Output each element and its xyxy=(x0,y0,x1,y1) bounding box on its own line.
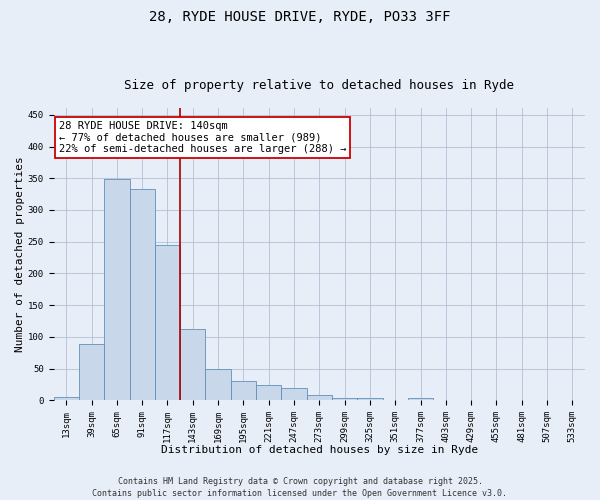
Text: Contains HM Land Registry data © Crown copyright and database right 2025.
Contai: Contains HM Land Registry data © Crown c… xyxy=(92,476,508,498)
Bar xyxy=(281,388,307,400)
Bar xyxy=(130,189,155,400)
Bar xyxy=(104,180,130,400)
Bar xyxy=(357,398,383,400)
Bar xyxy=(79,344,104,400)
Y-axis label: Number of detached properties: Number of detached properties xyxy=(15,156,25,352)
Bar xyxy=(332,398,357,400)
Title: Size of property relative to detached houses in Ryde: Size of property relative to detached ho… xyxy=(124,79,514,92)
X-axis label: Distribution of detached houses by size in Ryde: Distribution of detached houses by size … xyxy=(161,445,478,455)
Bar xyxy=(231,381,256,400)
Bar xyxy=(408,398,433,400)
Bar xyxy=(180,329,205,400)
Bar xyxy=(53,397,79,400)
Bar xyxy=(205,369,231,400)
Bar xyxy=(155,245,180,400)
Text: 28 RYDE HOUSE DRIVE: 140sqm
← 77% of detached houses are smaller (989)
22% of se: 28 RYDE HOUSE DRIVE: 140sqm ← 77% of det… xyxy=(59,121,346,154)
Bar xyxy=(256,385,281,400)
Bar xyxy=(307,394,332,400)
Text: 28, RYDE HOUSE DRIVE, RYDE, PO33 3FF: 28, RYDE HOUSE DRIVE, RYDE, PO33 3FF xyxy=(149,10,451,24)
